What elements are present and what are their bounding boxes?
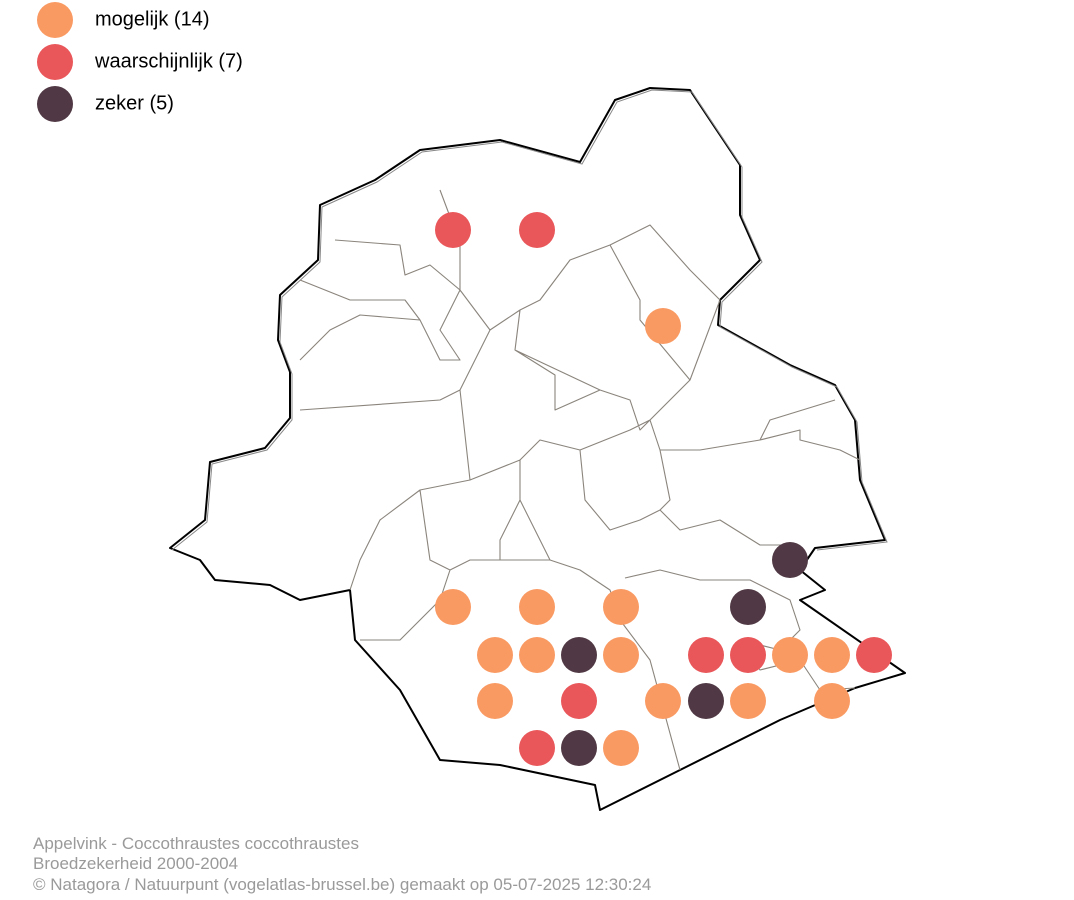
dot-possible bbox=[603, 589, 639, 625]
dot-possible bbox=[730, 683, 766, 719]
region-outline bbox=[169, 87, 906, 811]
dot-possible bbox=[772, 637, 808, 673]
dot-possible bbox=[477, 683, 513, 719]
dot-possible bbox=[645, 683, 681, 719]
legend-swatch bbox=[37, 2, 73, 38]
dot-certain bbox=[730, 589, 766, 625]
dot-probable bbox=[435, 212, 471, 248]
dot-probable bbox=[561, 683, 597, 719]
dot-possible bbox=[814, 683, 850, 719]
dot-possible bbox=[814, 637, 850, 673]
dot-possible bbox=[603, 730, 639, 766]
dot-possible bbox=[645, 308, 681, 344]
dot-certain bbox=[688, 683, 724, 719]
footer-line: Appelvink - Coccothraustes coccothrauste… bbox=[33, 834, 359, 853]
dot-certain bbox=[561, 730, 597, 766]
dot-possible bbox=[477, 637, 513, 673]
dot-certain bbox=[561, 637, 597, 673]
dot-certain bbox=[772, 542, 808, 578]
legend-swatch bbox=[37, 86, 73, 122]
dot-possible bbox=[435, 589, 471, 625]
legend-label: zeker (5) bbox=[95, 92, 174, 114]
dot-probable bbox=[519, 730, 555, 766]
dot-probable bbox=[688, 637, 724, 673]
dot-probable bbox=[856, 637, 892, 673]
footer: Appelvink - Coccothraustes coccothrauste… bbox=[33, 834, 651, 894]
dot-possible bbox=[519, 637, 555, 673]
legend: mogelijk (14) waarschijnlijk (7) zeker (… bbox=[37, 2, 243, 122]
dot-possible bbox=[519, 589, 555, 625]
region-outline-shadow bbox=[171, 89, 888, 551]
dot-probable bbox=[519, 212, 555, 248]
legend-label: waarschijnlijk (7) bbox=[94, 50, 243, 72]
footer-line: © Natagora / Natuurpunt (vogelatlas-brus… bbox=[33, 875, 651, 894]
map-shape bbox=[169, 87, 906, 811]
dot-possible bbox=[603, 637, 639, 673]
dot-probable bbox=[730, 637, 766, 673]
legend-label: mogelijk (14) bbox=[95, 8, 209, 30]
legend-swatch bbox=[37, 44, 73, 80]
footer-line: Broedzekerheid 2000-2004 bbox=[33, 854, 238, 873]
observation-dots bbox=[435, 212, 892, 766]
